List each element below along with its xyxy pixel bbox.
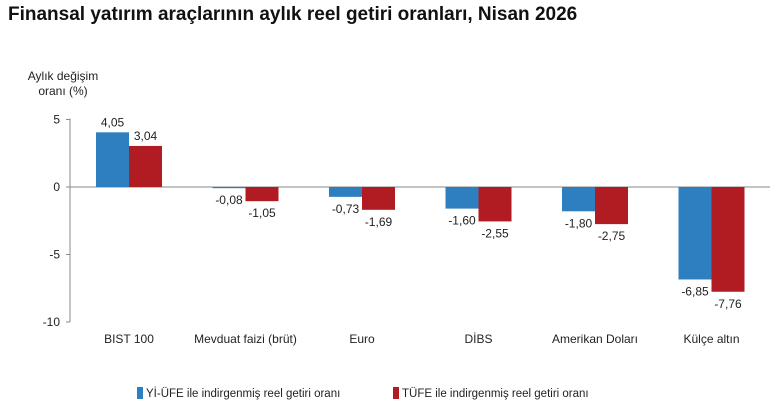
bar [678,187,712,280]
category-label: Amerikan Doları [552,332,638,346]
bar [129,145,162,187]
y-tick-label: -10 [43,315,61,329]
legend-swatch [137,387,143,399]
bar [362,187,395,210]
bar [212,187,246,189]
bar [562,187,595,212]
y-tick-label: 5 [53,113,60,127]
bar [96,132,129,187]
data-label: 3,04 [134,129,158,143]
y-tick-label: -5 [49,248,60,262]
bar [245,187,279,202]
legend-label: TÜFE ile indirgenmiş reel getiri oranı [402,388,589,400]
axes: 5 0 -5 -10 [43,113,770,329]
data-label: -1,80 [565,216,593,230]
data-label: -0,73 [332,202,360,216]
category-label: DİBS [464,332,492,346]
y-axis-label-line: oranı (%) [38,84,87,98]
data-label: -1,69 [365,215,393,229]
chart-title: Finansal yatırım araçlarının aylık reel … [8,4,578,25]
bar [478,187,512,222]
category-label: BIST 100 [104,332,154,346]
data-label: -0,08 [215,193,243,207]
data-label: -7,76 [714,297,742,311]
legend-label: Yİ-ÜFE ile indirgenmiş reel getiri oranı [146,387,340,400]
data-label: -6,85 [681,284,709,298]
category-label: Euro [349,332,375,346]
y-tick-label: 0 [53,180,60,194]
data-label: -2,75 [598,229,626,243]
bar [329,187,362,197]
data-labels: 4,05 3,04 -0,08 -1,05 -0,73 -1,69 -1,60 -2,55 -1… [101,115,742,310]
data-label: -1,05 [248,206,276,220]
y-axis-label-line: Aylık değişim [28,69,98,83]
category-label: Mevduat faizi (brüt) [194,332,297,346]
category-label: Külçe altın [683,332,739,346]
category-labels: BIST 100 Mevduat faizi (brüt) Euro DİBS Amer… [104,332,739,346]
bar [445,187,479,209]
bar [711,187,745,292]
legend: Yİ-ÜFE ile indirgenmiş reel getiri oranı… [137,387,589,400]
data-label: 4,05 [101,115,125,129]
data-label: -1,60 [448,214,476,228]
legend-swatch [393,387,399,399]
data-label: -2,55 [481,226,509,240]
bar [595,187,628,225]
bars [96,132,745,292]
